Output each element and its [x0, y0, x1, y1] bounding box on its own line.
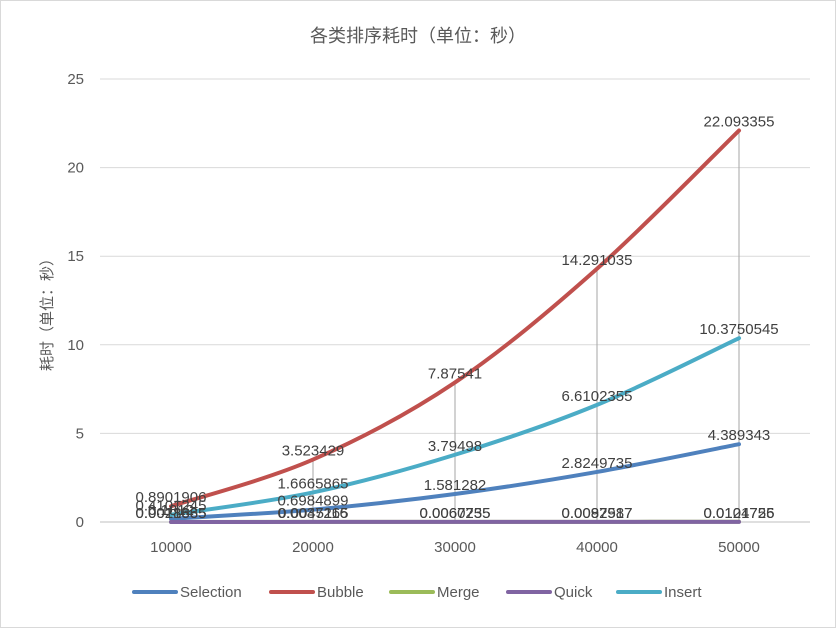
- data-label: 0.0101725: [704, 505, 775, 522]
- series-line-bubble: [169, 128, 741, 509]
- data-label: 0.8901906: [136, 489, 207, 506]
- data-label: 2.8249735: [562, 455, 633, 472]
- data-label: 1.6665865: [278, 475, 349, 492]
- data-label: 0.0045116: [278, 505, 348, 522]
- data-label: 0.0067235: [420, 505, 491, 522]
- data-label: 0.0124756: [704, 505, 775, 522]
- y-tick-label: 10: [67, 337, 84, 354]
- chart-title: 各类排序耗时（单位：秒）: [310, 26, 526, 47]
- x-tick-label: 20000: [292, 539, 334, 556]
- legend: Selection Bubble Merge Quick Insert: [132, 584, 702, 601]
- data-label: 1.581282: [424, 477, 487, 494]
- data-label: 0.0021665: [136, 505, 207, 522]
- data-label: 0.0082517: [562, 505, 633, 522]
- data-label: 3.523429: [282, 443, 345, 460]
- legend-label: Quick: [554, 584, 593, 601]
- y-tick-label: 20: [67, 160, 84, 177]
- x-tick-label: 50000: [718, 539, 760, 556]
- y-axis-ticks: 0 5 10 15 20 25: [67, 71, 84, 531]
- x-tick-label: 10000: [150, 539, 192, 556]
- data-label: 0.6984899: [278, 493, 349, 510]
- data-label: 10.3750545: [699, 321, 778, 338]
- data-label: 4.389343: [708, 427, 771, 444]
- data-label: 0.0097987: [562, 505, 633, 522]
- legend-label: Bubble: [317, 584, 364, 601]
- legend-label: Insert: [664, 584, 702, 601]
- legend-label: Merge: [437, 584, 480, 601]
- data-label: 0.4101245: [136, 498, 207, 515]
- data-label: 7.87541: [428, 365, 482, 382]
- y-tick-label: 15: [67, 248, 84, 265]
- data-label: 0.0060755: [420, 505, 491, 522]
- x-tick-label: 40000: [576, 539, 618, 556]
- data-label: 14.291035: [562, 252, 633, 269]
- data-label: 0.0037265: [278, 505, 349, 522]
- x-tick-label: 30000: [434, 539, 476, 556]
- data-label: 0.0018885: [136, 505, 207, 522]
- data-label: 6.6102355: [562, 388, 633, 405]
- series-line-insert: [169, 336, 741, 517]
- y-axis-label: 耗时（单位：秒）: [38, 251, 56, 371]
- x-axis-ticks: 10000 20000 30000 40000 50000: [150, 539, 760, 556]
- data-label: 22.093355: [704, 114, 775, 131]
- data-label: 3.79498: [428, 438, 482, 455]
- legend-label: Selection: [180, 584, 242, 601]
- y-tick-label: 0: [76, 514, 84, 531]
- data-label: 0.1812: [148, 502, 194, 519]
- data-labels: 0.1812 0.6984899 1.581282 2.8249735 4.389343…: [136, 114, 779, 522]
- series-lines: [169, 128, 741, 524]
- y-tick-label: 25: [67, 71, 84, 88]
- y-tick-label: 5: [76, 425, 84, 442]
- series-line-selection: [169, 442, 741, 521]
